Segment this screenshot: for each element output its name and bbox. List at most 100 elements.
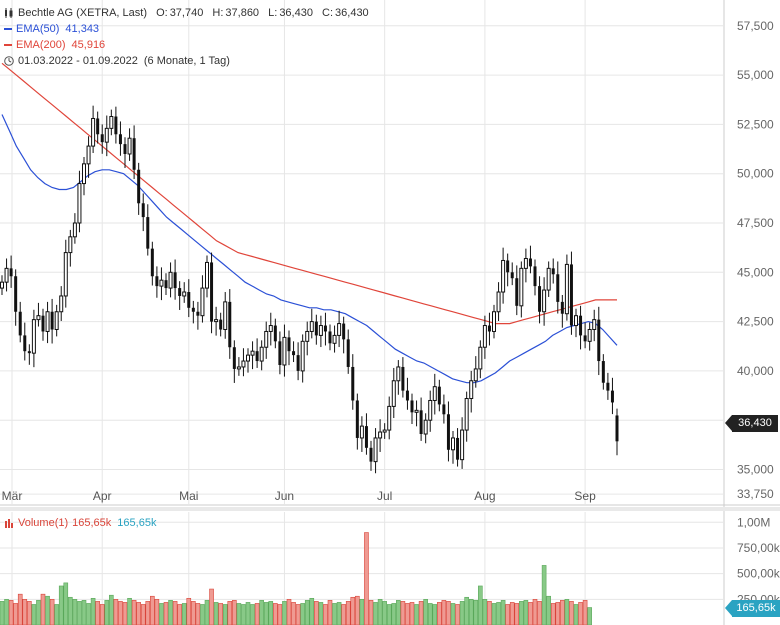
candle	[137, 162, 141, 215]
candle	[482, 315, 487, 359]
volume-bar	[259, 600, 264, 625]
range-note: (6 Monate, 1 Tag)	[143, 55, 230, 67]
candle	[378, 419, 383, 452]
candle-body-up	[72, 222, 77, 238]
volume-bar	[478, 585, 483, 625]
candle-body-down	[27, 351, 31, 354]
candle-body-down	[273, 325, 277, 342]
candle-body-up	[378, 431, 383, 439]
candle	[332, 325, 337, 353]
candle-body-up	[205, 261, 209, 289]
y-tick-label: 35,000	[737, 463, 774, 477]
candle-body-up	[159, 279, 164, 287]
candle	[346, 329, 350, 374]
candle	[492, 304, 496, 339]
candle-body-down	[351, 366, 355, 401]
candle	[141, 193, 145, 232]
volume-bar	[555, 602, 561, 625]
candle	[205, 255, 209, 298]
volume-bar	[291, 602, 296, 625]
candle	[187, 279, 191, 318]
volume-bar	[49, 599, 55, 625]
candle-body-up	[214, 319, 219, 323]
candle-body-down	[164, 280, 168, 289]
candlestick-icon	[5, 8, 13, 19]
candle	[382, 423, 387, 439]
candle-body-down	[405, 390, 409, 401]
volume-bar	[99, 604, 105, 625]
candle-body-down	[232, 347, 236, 369]
candle-body-up	[478, 346, 483, 370]
candle	[583, 322, 587, 349]
volume-bar	[396, 600, 401, 625]
volume-bar	[587, 607, 592, 625]
candle-body-up	[91, 117, 96, 147]
x-tick-label: Sep	[574, 489, 596, 503]
last-price-tag: 36,430	[725, 415, 778, 432]
candle	[63, 239, 68, 308]
candle-body-up	[359, 425, 364, 439]
candle	[246, 348, 250, 373]
candle	[41, 308, 45, 341]
volume-bar	[368, 600, 374, 625]
candle-body-up	[391, 380, 396, 407]
x-tick-label: Mai	[179, 489, 198, 503]
volume-bar	[95, 601, 100, 625]
candle-body-down	[219, 319, 223, 330]
candle-body-up	[54, 311, 59, 330]
volume-tick-label: 1,00M	[737, 515, 770, 529]
volume-bar	[569, 601, 574, 625]
candle	[146, 204, 150, 256]
volume-bar	[564, 599, 570, 625]
ema200-legend[interactable]: EMA(200) 45,916	[4, 37, 111, 53]
candle	[31, 309, 36, 368]
candle	[282, 324, 287, 377]
candle	[59, 286, 64, 322]
candle-body-down	[551, 268, 555, 275]
volume-legend[interactable]: Volume(1) 165,65k 165,65k	[4, 515, 162, 531]
candle	[91, 105, 96, 153]
candle-body-up	[337, 323, 342, 336]
candle-body-up	[77, 183, 82, 224]
volume-bar	[327, 600, 333, 625]
candle	[546, 261, 551, 297]
candle-body-up	[482, 325, 487, 348]
ema50-legend[interactable]: EMA(50) 41,343	[4, 21, 105, 37]
volume-bar	[191, 601, 196, 625]
volume-bar	[482, 599, 488, 625]
volume-bar	[386, 604, 392, 625]
range-legend[interactable]: 01.03.2022 - 01.09.2022 (6 Monate, 1 Tag)	[4, 53, 236, 69]
volume-bar	[300, 603, 305, 625]
candle-body-down	[173, 272, 177, 289]
volume-bar	[332, 603, 337, 625]
volume-bar	[423, 599, 428, 625]
candle-body-up	[501, 259, 506, 293]
candle-body-down	[437, 386, 441, 405]
candle-body-up	[0, 281, 4, 289]
candle	[442, 394, 446, 424]
candle	[469, 370, 474, 413]
volume-bar	[468, 599, 474, 625]
candle	[4, 258, 9, 292]
volume-bar	[382, 601, 387, 625]
candle-body-up	[464, 398, 469, 431]
candle	[14, 269, 18, 326]
x-tick-label: Aug	[474, 489, 495, 503]
volume-bars-icon	[5, 519, 13, 529]
ema200-swatch	[4, 44, 12, 47]
volume-bar	[209, 588, 214, 625]
volume-value-alt: 165,65k	[117, 517, 157, 529]
candle	[182, 282, 187, 303]
candle-body-up	[473, 368, 478, 382]
volume-bar	[409, 602, 415, 625]
candle-body-down	[355, 400, 359, 438]
candle-body-up	[200, 287, 205, 317]
candle	[54, 304, 59, 337]
candle-body-down	[50, 311, 54, 330]
candle	[446, 401, 450, 462]
candle	[337, 310, 342, 348]
volume-bar	[437, 602, 442, 625]
candle	[309, 308, 314, 339]
